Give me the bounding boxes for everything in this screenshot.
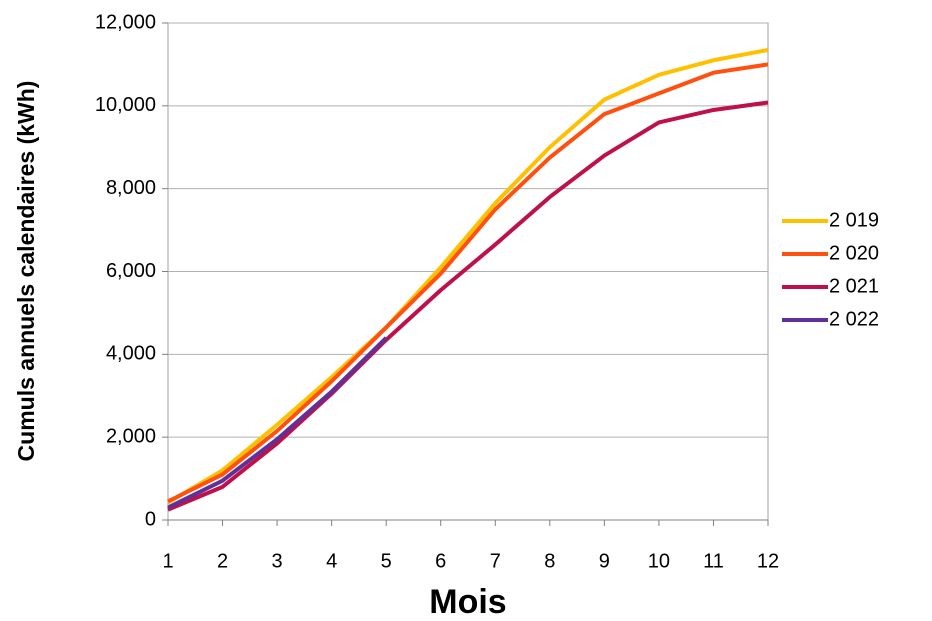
y-tick-label: 2,000 <box>106 425 156 447</box>
x-tick-label: 10 <box>648 550 670 572</box>
y-tick-label: 4,000 <box>106 343 156 365</box>
x-tick-label: 3 <box>272 550 283 572</box>
x-tick-label: 9 <box>599 550 610 572</box>
x-tick-label: 4 <box>326 550 337 572</box>
series-line <box>167 100 769 512</box>
x-tick-label: 1 <box>162 550 173 572</box>
legend-label: 2 019 <box>829 209 879 231</box>
legend-label: 2 021 <box>829 275 879 297</box>
x-tick-label: 6 <box>435 550 446 572</box>
y-axis-label: Cumuls annuels calendaires (kWh) <box>13 81 39 462</box>
y-tick-label: 10,000 <box>95 94 156 116</box>
x-tick-label: 5 <box>381 550 392 572</box>
y-tick-label: 12,000 <box>95 11 156 33</box>
y-tick-label: 6,000 <box>106 260 156 282</box>
series-line <box>167 336 388 510</box>
y-tick-label: 8,000 <box>106 177 156 199</box>
x-tick-label: 12 <box>757 550 779 572</box>
series-line <box>166 47 769 505</box>
legend-label: 2 020 <box>829 242 879 264</box>
legend-label: 2 022 <box>829 308 879 330</box>
y-tick-label: 0 <box>145 508 156 530</box>
x-tick-label: 2 <box>217 550 228 572</box>
x-axis-label: Mois <box>429 583 506 621</box>
x-tick-label: 7 <box>490 550 501 572</box>
x-tick-label: 8 <box>544 550 555 572</box>
x-tick-label: 11 <box>703 550 724 572</box>
series-line <box>167 62 769 504</box>
